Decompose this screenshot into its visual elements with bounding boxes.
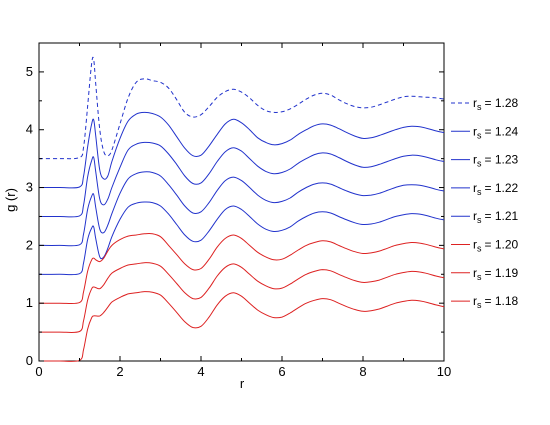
series-line-3 (38, 171, 445, 247)
legend-subscript: s (477, 130, 482, 140)
legend-prefix: r (473, 238, 477, 252)
x-axis-label: r (240, 376, 245, 391)
series-line-7 (38, 291, 445, 362)
y-tick-label: 0 (26, 353, 33, 368)
legend-prefix: r (473, 153, 477, 167)
legend-prefix: r (473, 209, 477, 223)
legend-subscript: s (477, 272, 482, 282)
series-line-1 (38, 111, 445, 189)
legend-label-5: rs = 1.20 (473, 238, 519, 254)
legend-prefix: r (473, 181, 477, 195)
y-tick-label: 3 (26, 180, 33, 195)
legend-value: = 1.23 (485, 153, 519, 167)
y-axis-label: g (r) (3, 188, 18, 212)
x-tick-label: 4 (197, 364, 204, 379)
legend-label-0: rs = 1.28 (473, 96, 519, 112)
legend-subscript: s (477, 159, 482, 169)
x-tick-label: 2 (116, 364, 123, 379)
y-tick-label: 1 (26, 295, 33, 310)
legend-prefix: r (473, 294, 477, 308)
legend-subscript: s (477, 244, 482, 254)
x-tick-label: 6 (278, 364, 285, 379)
legend-subscript: s (477, 102, 482, 112)
x-tick-label: 10 (437, 364, 451, 379)
legend-value: = 1.28 (485, 96, 519, 110)
legend-prefix: r (473, 96, 477, 110)
series-lines (38, 56, 445, 362)
legend-subscript: s (477, 215, 482, 225)
plot-frame (38, 42, 445, 362)
legend-prefix: r (473, 266, 477, 280)
legend-label-2: rs = 1.23 (473, 153, 519, 169)
y-tick-label: 5 (26, 64, 33, 79)
y-tick-label: 2 (26, 237, 33, 252)
legend-value: = 1.19 (485, 266, 519, 280)
legend-value: = 1.20 (485, 238, 519, 252)
legend-label-7: rs = 1.18 (473, 294, 519, 310)
series-line-0 (38, 56, 445, 160)
x-tick-label: 0 (35, 364, 42, 379)
legend-subscript: s (477, 300, 482, 310)
legend-value: = 1.24 (485, 124, 519, 138)
plot-area (38, 42, 445, 362)
series-line-2 (38, 141, 445, 218)
series-line-6 (38, 262, 445, 333)
legend-value: = 1.22 (485, 181, 519, 195)
legend-value: = 1.21 (485, 209, 519, 223)
legend-subscript: s (477, 187, 482, 197)
legend-prefix: r (473, 124, 477, 138)
series-line-4 (38, 201, 445, 276)
legend-label-6: rs = 1.19 (473, 266, 519, 282)
x-tick-label: 8 (359, 364, 366, 379)
series-line-5 (38, 233, 445, 305)
y-tick-label: 4 (26, 122, 33, 137)
legend-label-1: rs = 1.24 (473, 124, 519, 140)
legend-value: = 1.18 (485, 294, 519, 308)
axis-ticks: 0 2 4 6 8 10 0 1 2 3 4 5 (26, 43, 451, 379)
legend-label-3: rs = 1.22 (473, 181, 519, 197)
legend-label-4: rs = 1.21 (473, 209, 519, 225)
